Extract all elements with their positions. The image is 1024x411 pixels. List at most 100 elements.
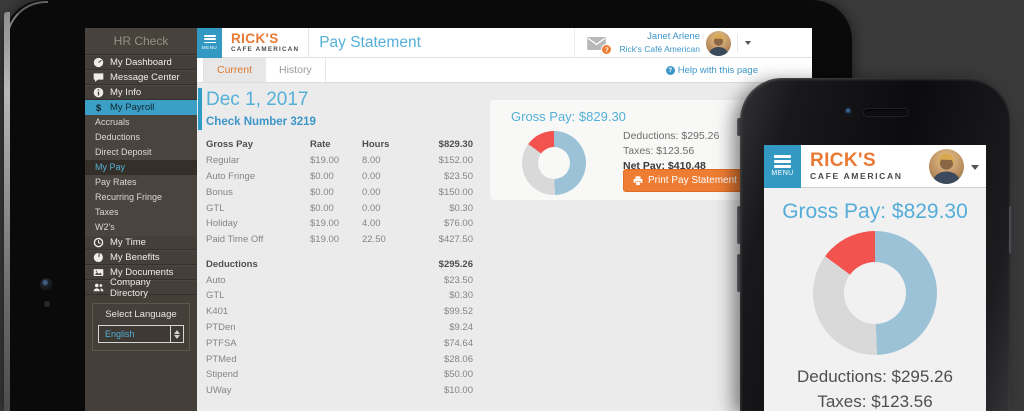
phone-frame: MENU RICK'S CAFE AMERICAN Gross Pay: $82… (737, 78, 1013, 411)
avatar-image (708, 33, 729, 56)
row-label: Gross Pay (206, 139, 253, 151)
pay-table: Gross Pay Rate Hours $829.30 Regular $19.00 8.… (206, 137, 473, 411)
row-amount: $427.50 (438, 234, 473, 246)
row-rate (310, 369, 362, 380)
sidebar-item-my-dashboard[interactable]: My Dashboard (85, 55, 197, 70)
row-amount: $74.64 (443, 337, 473, 349)
row-label: Stipend (206, 369, 239, 381)
phone-mute-switch (737, 118, 741, 136)
sidebar-item-label: Company Directory (110, 276, 151, 299)
row-label: PTMed (206, 353, 237, 365)
tablet-sensor-dot (44, 301, 50, 307)
sidebar-item-label: Accruals (95, 117, 130, 127)
sidebar-item-label: My Pay (95, 162, 126, 172)
info-icon (93, 87, 104, 98)
hamburger-icon (774, 155, 791, 168)
phone-menu-button[interactable]: MENU (764, 145, 801, 188)
help-link[interactable]: ? Help with this page (665, 58, 758, 83)
row-rate: $19.00 (310, 234, 340, 246)
app-header: MENU RICK'S CAFE AMERICAN Pay Statement … (197, 28, 812, 58)
print-button-label: Print Pay Statement (648, 175, 737, 186)
content-scrollbar[interactable] (198, 88, 202, 130)
sidebar-item-company-directory[interactable]: Company Directory (85, 277, 197, 299)
brand-line2: CAFE AMERICAN (231, 45, 300, 53)
brand-line1: RICK'S (810, 150, 877, 172)
row-rate (310, 275, 362, 286)
svg-text:$: $ (96, 103, 102, 113)
sidebar-item-label: My Dashboard (110, 57, 172, 68)
table-row: Auto Fringe $0.00 0.00 $23.50 (206, 169, 473, 185)
user-dropdown-button[interactable] (737, 34, 758, 52)
sidebar-item-my-payroll[interactable]: $ My Payroll (85, 100, 197, 115)
table-gap (206, 247, 473, 256)
avatar[interactable] (929, 149, 964, 184)
sidebar-item-my-time[interactable]: My Time (85, 235, 197, 250)
user-menu[interactable]: Janet Arlene Rick's Café American (619, 31, 706, 54)
avatar[interactable] (706, 30, 731, 56)
row-amount: $0.30 (449, 290, 473, 302)
row-label: Deductions (206, 258, 258, 270)
table-section-header: Taxes $123.56 (206, 408, 473, 411)
summary-line: Deductions: $295.26 (797, 367, 953, 386)
tablet-side-edge (4, 12, 10, 411)
sidebar-item-w2-s[interactable]: W2's (85, 220, 197, 235)
sidebar-item-my-benefits[interactable]: My Benefits (85, 250, 197, 265)
row-hours (362, 369, 426, 380)
row-hours (362, 275, 426, 286)
sidebar-item-my-documents[interactable]: My Documents (85, 265, 197, 280)
sidebar-item-recurring-fringe[interactable]: Recurring Fringe (85, 190, 197, 205)
phone-menu-label: MENU (771, 169, 794, 177)
row-hours: 8.00 (362, 155, 381, 167)
table-row: Regular $19.00 8.00 $152.00 (206, 153, 473, 169)
sidebar-nav-bottom: My Time My Benefits My Documents Company Di… (85, 235, 197, 299)
table-row: PTMed $28.06 (206, 351, 473, 367)
pay-donut-chart (522, 131, 586, 195)
print-pay-statement-button[interactable]: Print Pay Statement (623, 169, 747, 192)
row-amount: $9.24 (449, 321, 473, 333)
language-select[interactable]: English (98, 325, 184, 343)
chevron-down-icon (745, 41, 751, 45)
sidebar-item-my-info[interactable]: My Info (85, 85, 197, 100)
phone-volume-down-button (737, 254, 741, 292)
row-rate (310, 354, 362, 365)
messages-badge: 7 (601, 44, 613, 55)
row-label: Holiday (206, 218, 238, 230)
sidebar-item-label: W2's (95, 222, 115, 232)
row-rate (310, 290, 362, 301)
page-title: Pay Statement (319, 33, 421, 51)
row-label: GTL (206, 290, 225, 302)
row-rate: $0.00 (310, 202, 334, 214)
tab-current[interactable]: Current (203, 58, 267, 82)
row-amount: $10.00 (443, 385, 473, 397)
row-label: Regular (206, 155, 240, 167)
row-amount: $28.06 (443, 353, 473, 365)
sidebar-item-label: Taxes (95, 207, 119, 217)
sidebar-item-message-center[interactable]: Message Center (85, 70, 197, 85)
table-row: GTL $0.30 (206, 288, 473, 304)
messages-button[interactable]: 7 (574, 28, 619, 58)
table-row: Holiday $19.00 4.00 $76.00 (206, 216, 473, 232)
chevron-down-icon[interactable] (971, 165, 979, 170)
tab-history[interactable]: History (266, 58, 326, 82)
menu-button-label: MENU (201, 44, 218, 50)
table-row: UWay $10.00 (206, 383, 473, 399)
header-divider (308, 28, 310, 58)
table-row: PTFSA $74.64 (206, 335, 473, 351)
phone-camera (844, 107, 853, 116)
row-rate: Rate (310, 139, 331, 151)
row-amount: $23.50 (443, 170, 473, 182)
sidebar-item-accruals[interactable]: Accruals (85, 115, 197, 130)
sidebar-item-direct-deposit[interactable]: Direct Deposit (85, 145, 197, 160)
sidebar-item-taxes[interactable]: Taxes (85, 205, 197, 220)
help-link-label: Help with this page (677, 65, 758, 76)
sidebar-item-label: Message Center (110, 72, 180, 83)
menu-button[interactable]: MENU (197, 28, 222, 58)
tablet-camera (40, 278, 53, 291)
sidebar-item-deductions[interactable]: Deductions (85, 130, 197, 145)
sidebar-item-pay-rates[interactable]: Pay Rates (85, 175, 197, 190)
brand-line2: CAFE AMERICAN (810, 171, 903, 182)
sidebar-item-my-pay[interactable]: My Pay (85, 160, 197, 175)
row-amount: $152.00 (438, 155, 473, 167)
brand-line1: RICK'S (231, 30, 279, 46)
